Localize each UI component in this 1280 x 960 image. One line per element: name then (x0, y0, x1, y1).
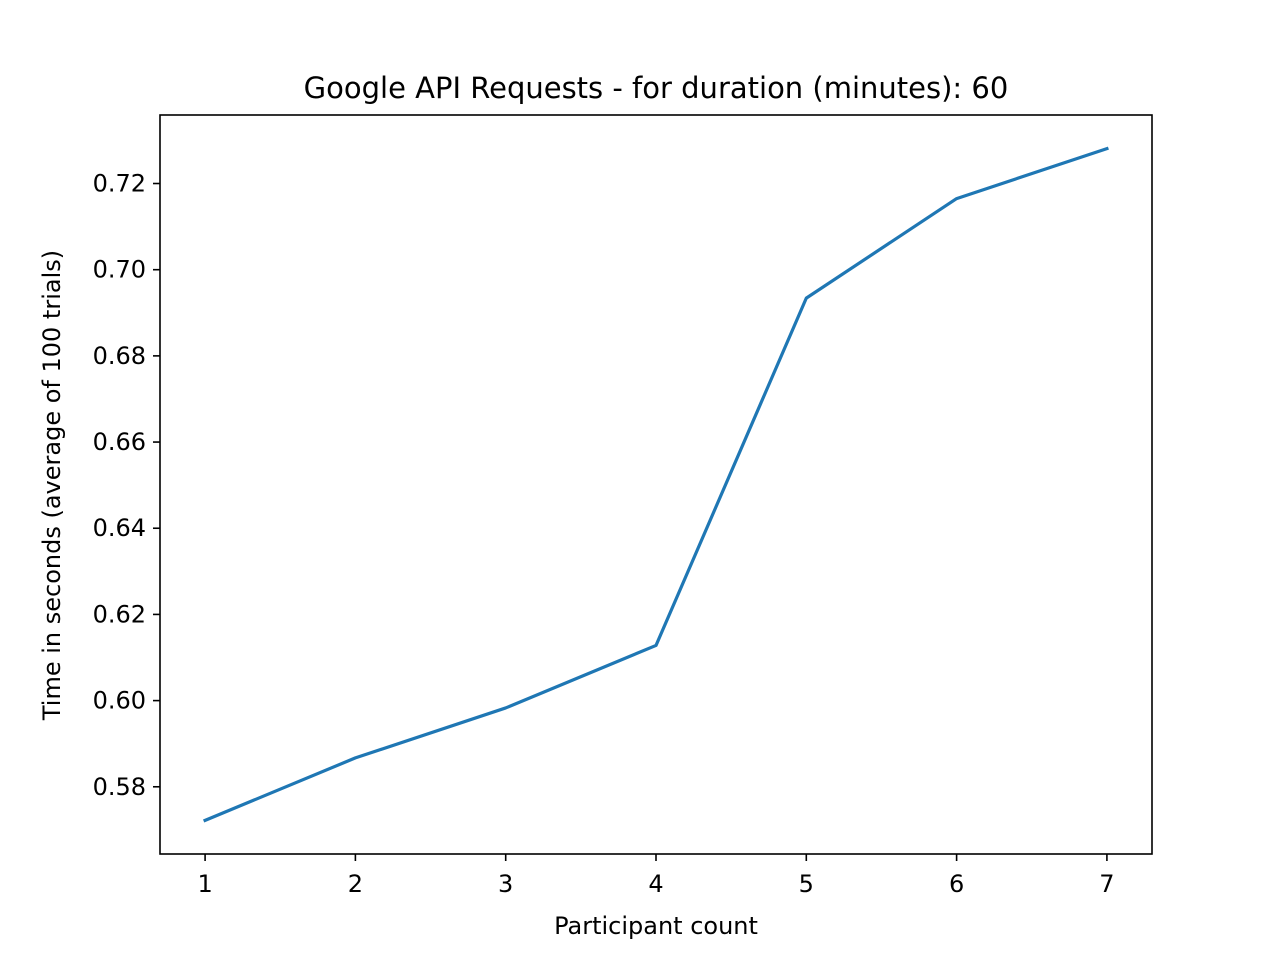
x-axis-title: Participant count (554, 912, 758, 940)
x-tick-label: 3 (498, 870, 513, 898)
series-line-0 (202, 146, 1109, 823)
x-tick-label: 6 (949, 870, 964, 898)
plot-area (202, 146, 1109, 823)
y-tick-label: 0.58 (93, 773, 146, 801)
x-tick-label: 2 (348, 870, 363, 898)
x-tick-label: 1 (197, 870, 212, 898)
y-tick-label: 0.64 (93, 514, 146, 542)
x-tick-label: 7 (1099, 870, 1114, 898)
y-tick-label: 0.66 (93, 428, 146, 456)
y-axis-title: Time in seconds (average of 100 trials) (38, 250, 66, 721)
y-tick-label: 0.70 (93, 256, 146, 284)
x-tick-label: 4 (648, 870, 663, 898)
x-axis-ticks: 1 2 3 4 5 6 7 (197, 854, 1115, 898)
axes-frame (159, 114, 1153, 855)
chart-title: Google API Requests - for duration (minu… (304, 71, 1009, 105)
y-tick-label: 0.60 (93, 687, 146, 715)
y-tick-label: 0.68 (93, 342, 146, 370)
y-tick-label: 0.62 (93, 600, 146, 628)
x-tick-label: 5 (799, 870, 814, 898)
y-axis-ticks: 0.58 0.60 0.62 0.64 0.66 0.68 0.70 0.72 (93, 170, 160, 801)
y-tick-label: 0.72 (93, 170, 146, 198)
